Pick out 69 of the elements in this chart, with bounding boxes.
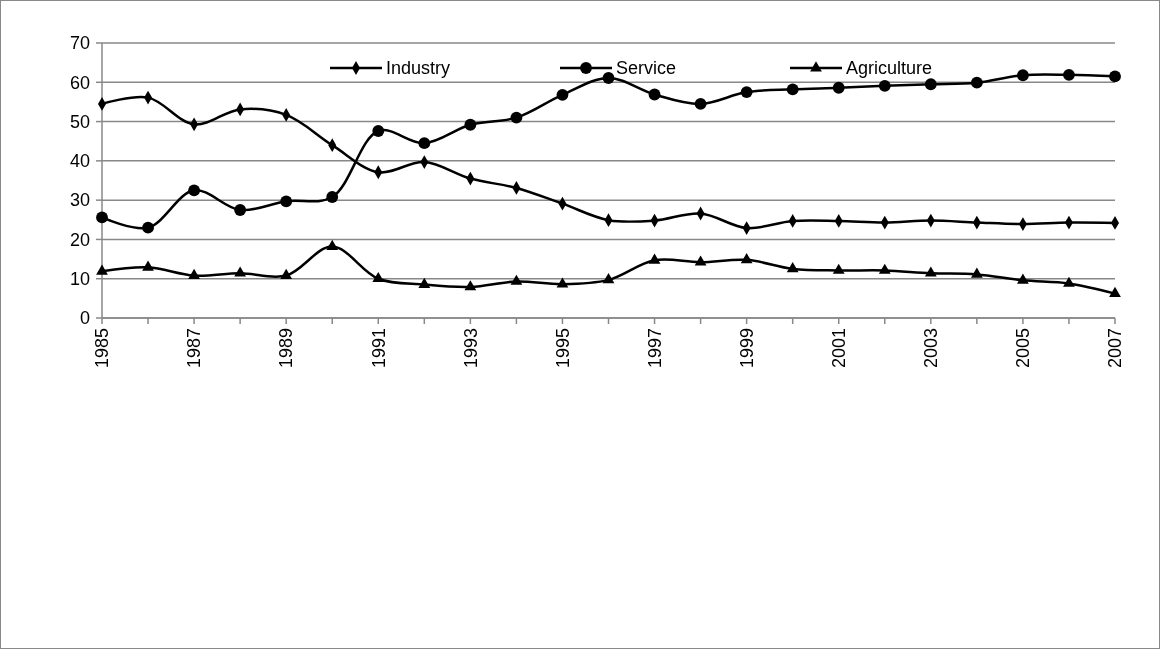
point	[694, 97, 707, 110]
point	[1017, 273, 1029, 284]
point	[1063, 68, 1075, 81]
point	[188, 268, 200, 279]
point	[556, 277, 569, 288]
x-tick-label: 1997	[644, 328, 665, 369]
legend-label: Service	[616, 58, 677, 79]
point	[280, 268, 293, 279]
x-tick-label: 1989	[276, 328, 297, 369]
y-tick-label: 70	[69, 33, 90, 54]
y-tick-label: 20	[69, 229, 90, 250]
legend-label: Agriculture	[846, 58, 933, 79]
x-tick-label: 2001	[829, 328, 850, 369]
point	[142, 260, 154, 271]
x-tick-label: 2005	[1013, 328, 1034, 369]
point	[326, 191, 339, 203]
y-tick-label: 30	[69, 190, 90, 211]
x-tick-label: 2007	[1105, 328, 1126, 369]
point	[924, 78, 937, 91]
point	[510, 274, 523, 285]
point	[188, 184, 201, 197]
point	[602, 273, 615, 284]
point	[372, 271, 385, 283]
point	[234, 204, 247, 216]
point	[878, 263, 891, 274]
point	[832, 81, 845, 94]
point	[418, 137, 431, 150]
x-tick-label: 1987	[184, 328, 205, 369]
point	[556, 88, 569, 101]
legend-label: Industry	[386, 58, 451, 79]
point	[96, 211, 108, 224]
point	[694, 255, 707, 266]
point	[970, 76, 983, 89]
point	[648, 88, 661, 101]
point	[464, 280, 477, 291]
point	[464, 118, 477, 131]
y-tick-label: 0	[79, 308, 90, 329]
point	[602, 72, 615, 84]
point	[1109, 286, 1121, 298]
point	[1016, 69, 1029, 82]
point	[96, 264, 108, 275]
y-tick-label: 40	[69, 151, 90, 172]
point	[878, 79, 891, 92]
x-tick-label: 1999	[736, 328, 757, 369]
x-tick-label: 1991	[368, 328, 389, 369]
point	[786, 83, 799, 96]
point	[740, 253, 753, 264]
x-tick-label: 1993	[460, 328, 481, 369]
point	[372, 125, 385, 137]
point	[326, 239, 339, 250]
point	[970, 267, 983, 278]
y-tick-label: 50	[69, 111, 90, 132]
point	[740, 86, 753, 99]
point	[234, 266, 247, 277]
point	[832, 263, 845, 274]
point	[510, 111, 523, 124]
point	[786, 262, 799, 273]
point	[280, 195, 293, 208]
x-tick-label: 2003	[921, 328, 942, 369]
point	[648, 253, 661, 264]
x-tick-label: 1995	[552, 328, 573, 369]
point	[1063, 276, 1075, 287]
point	[924, 266, 937, 277]
y-tick-label: 10	[69, 269, 90, 290]
point	[142, 221, 154, 234]
y-tick-label: 60	[69, 72, 90, 93]
point	[1109, 70, 1121, 83]
point	[418, 277, 431, 289]
x-tick-label: 1985	[92, 328, 113, 369]
